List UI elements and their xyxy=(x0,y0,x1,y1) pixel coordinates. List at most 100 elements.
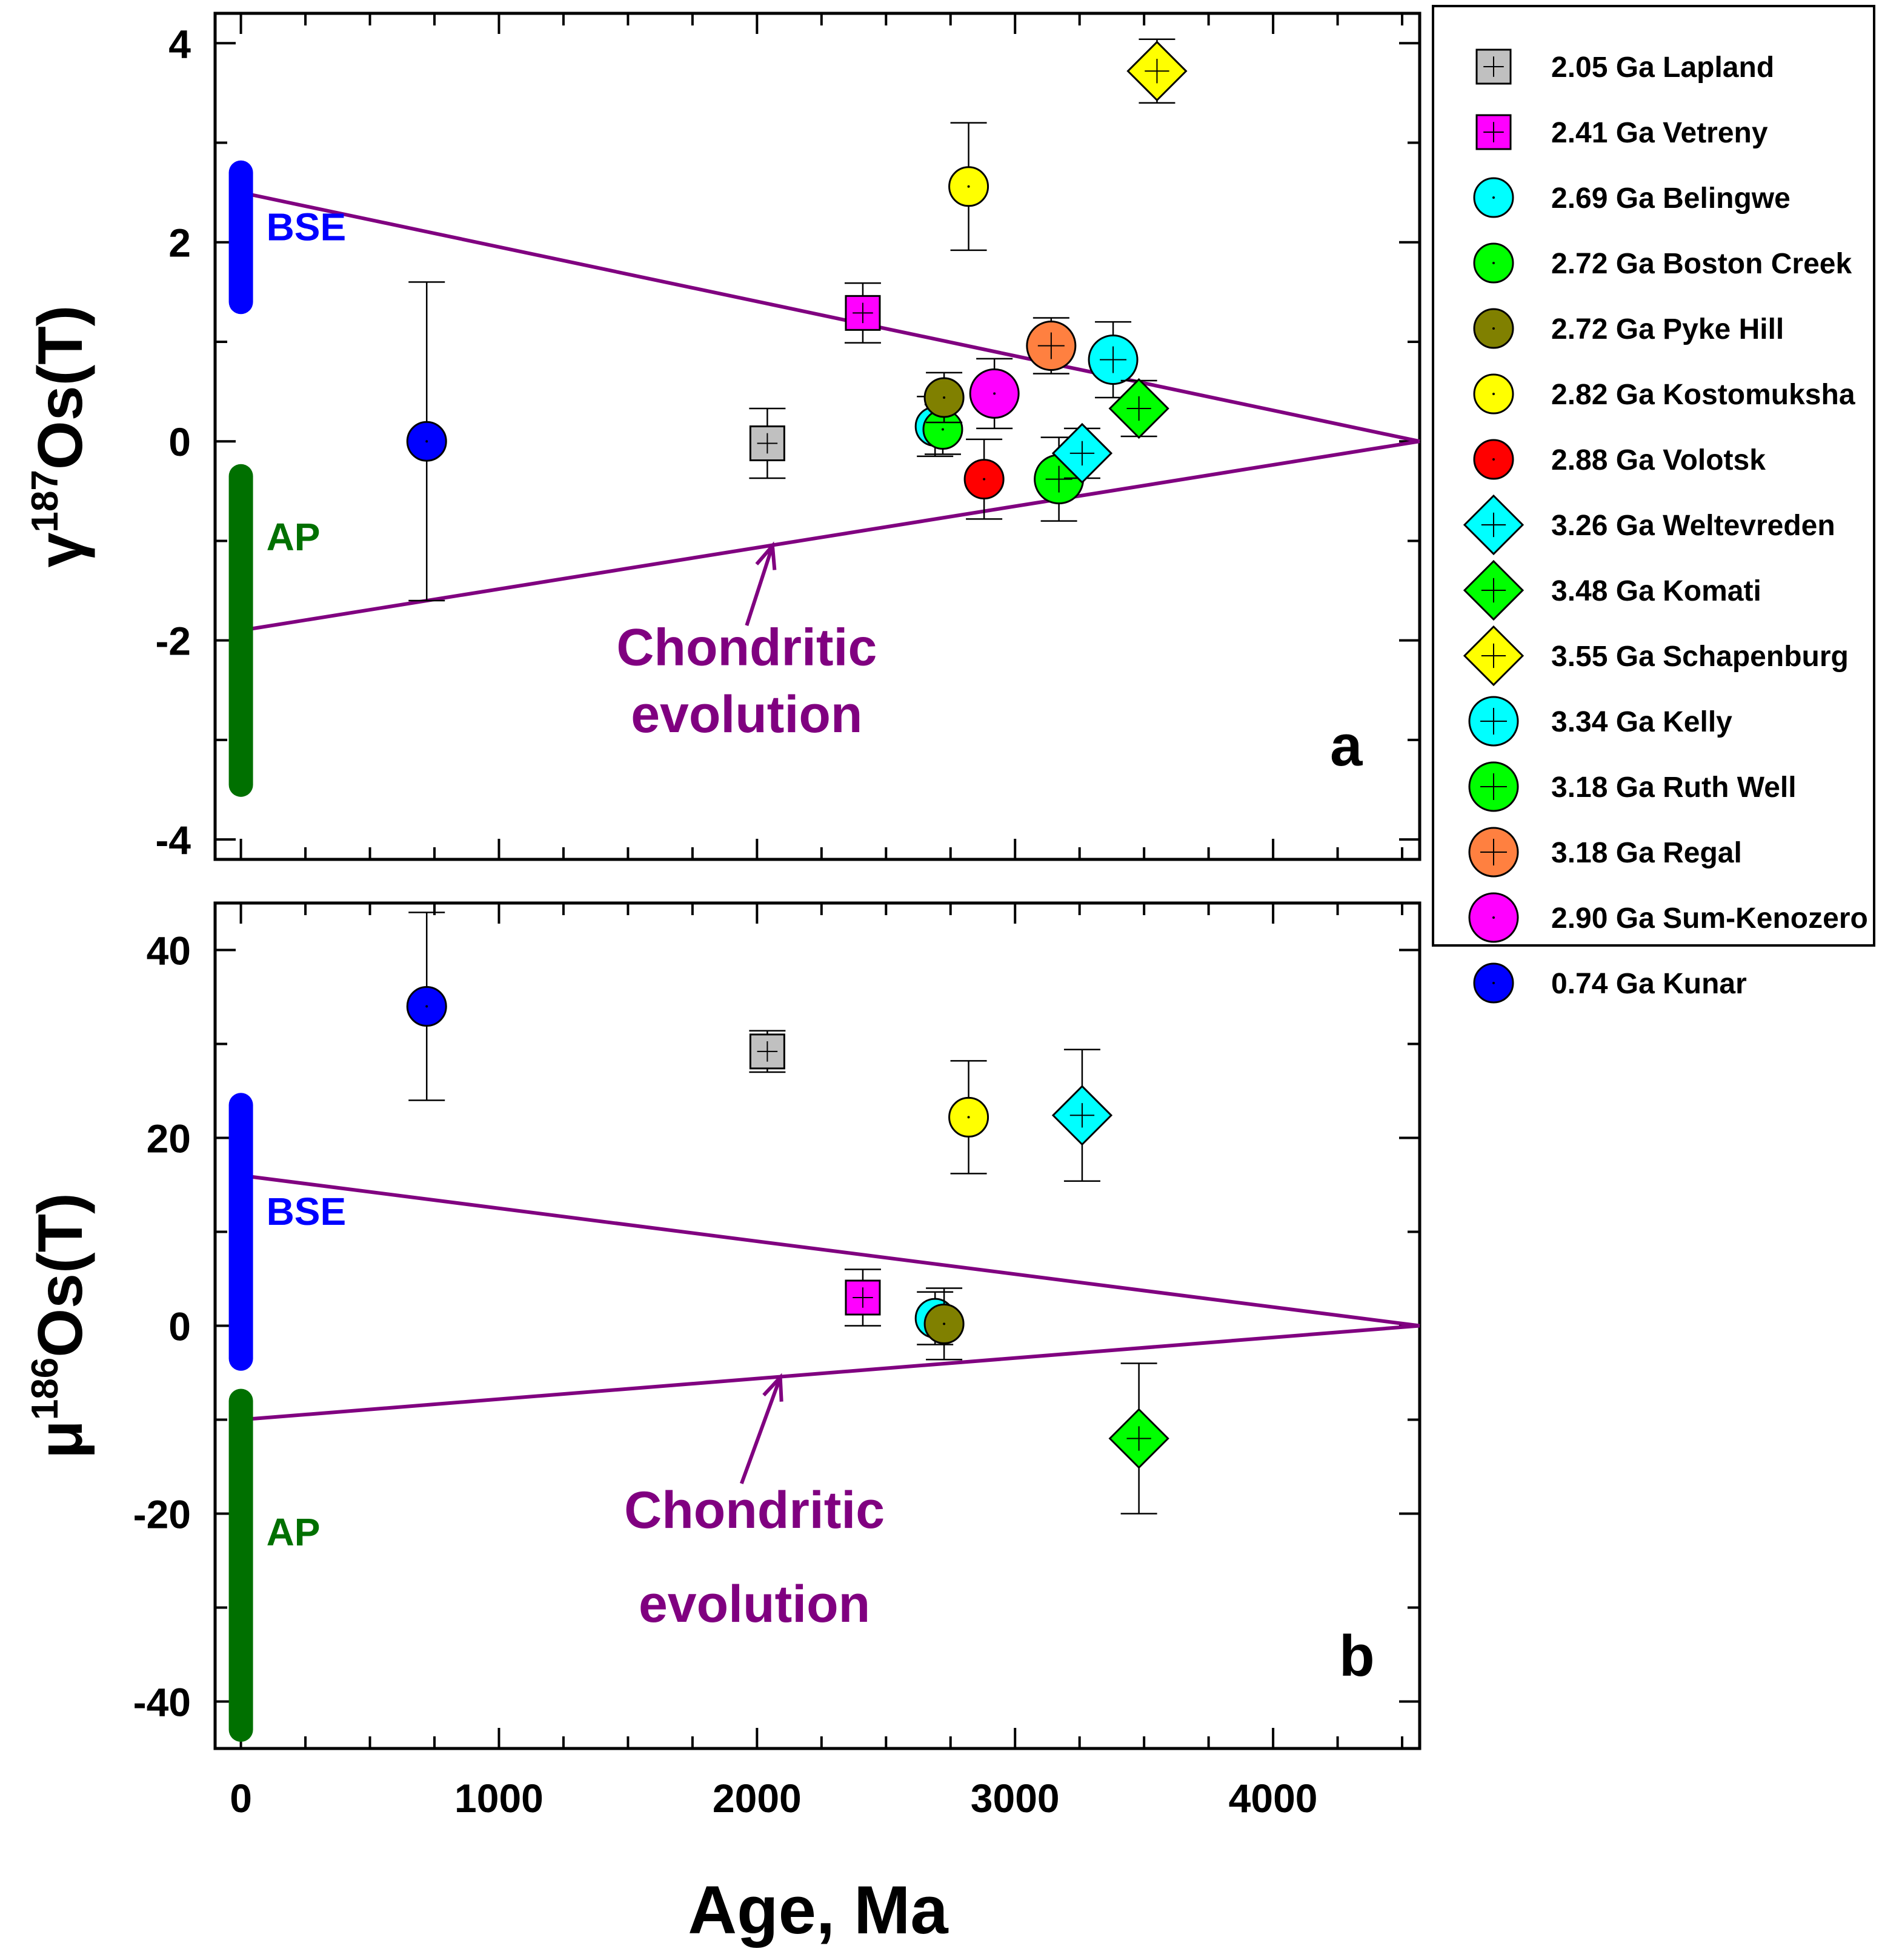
marker-square xyxy=(845,295,881,331)
legend-item-3-18-ga-ruth-well: 3.18 Ga Ruth Well xyxy=(1468,761,1797,812)
legend-item-2-88-ga-volotsk: 2.88 Ga Volotsk xyxy=(1473,439,1766,480)
x-tick-labels: 0 1000 2000 3000 4000 xyxy=(230,1776,1317,1821)
annotation-arrow-shaft xyxy=(739,1376,782,1484)
chondritic-evolution-upper xyxy=(241,1173,1420,1328)
legend-item-0-74-ga-kunar: 0.74 Ga Kunar xyxy=(1473,962,1747,1004)
x-tick-label: 1000 xyxy=(454,1776,544,1821)
legend-label: 0.74 Ga Kunar xyxy=(1551,968,1747,1000)
marker-center-dot xyxy=(941,428,944,431)
legend-item-2-05-ga-lapland: 2.05 Ga Lapland xyxy=(1475,48,1774,85)
y-tick-label: 2 xyxy=(168,221,191,265)
y-tick-label: -40 xyxy=(133,1680,191,1725)
legend-label: 3.34 Ga Kelly xyxy=(1551,706,1732,738)
legend-item-3-55-ga-schapenburg: 3.55 Ga Schapenburg xyxy=(1463,625,1849,687)
legend-label: 2.82 Ga Kostomuksha xyxy=(1551,379,1855,411)
legend-label: 2.72 Ga Boston Creek xyxy=(1551,248,1852,280)
legend-label: 3.18 Ga Ruth Well xyxy=(1551,772,1797,804)
annotation-line1: Chondritic xyxy=(624,1481,885,1539)
x-tick-label: 3000 xyxy=(971,1776,1060,1821)
data-point-2-05-ga-lapland xyxy=(749,1030,786,1073)
annotation-line2: evolution xyxy=(631,685,862,744)
legend-marker-center-dot xyxy=(1492,458,1495,461)
panel-a: 4 2 0 -2 -4 γ187Os(T) BSE AP Chondritic evolution… xyxy=(24,12,1421,862)
legend-item-3-48-ga-komati: 3.48 Ga Komati xyxy=(1463,559,1761,621)
data-point-2-72-ga-pyke-hill xyxy=(923,372,965,424)
data-point-3-48-ga-komati xyxy=(1108,378,1169,439)
legend-item-3-34-ga-kelly: 3.34 Ga Kelly xyxy=(1468,696,1732,747)
data-point-2-88-ga-volotsk xyxy=(963,438,1005,520)
y-tick-label: -4 xyxy=(155,818,191,862)
chondritic-evolution-lower xyxy=(241,1324,1420,1422)
data-point-3-55-ga-schapenburg xyxy=(1126,38,1188,104)
data-point-2-72-ga-pyke-hill xyxy=(923,1287,965,1361)
annotation-line1: Chondritic xyxy=(616,619,877,677)
range-label-bse: BSE xyxy=(267,1190,347,1233)
annotation-line2: evolution xyxy=(639,1575,870,1633)
legend-item-2-69-ga-belingwe: 2.69 Ga Belingwe xyxy=(1473,177,1791,218)
y-tick-label: -2 xyxy=(155,619,191,664)
data-point-2-41-ga-vetreny xyxy=(844,282,881,344)
legend-label: 3.18 Ga Regal xyxy=(1551,837,1742,869)
annotation-arrow-head xyxy=(755,541,777,570)
data-point-2-05-ga-lapland xyxy=(749,407,786,479)
legend-item-3-18-ga-regal: 3.18 Ga Regal xyxy=(1468,827,1742,878)
legend-marker-center-dot xyxy=(1492,916,1495,919)
legend: 2.05 Ga Lapland 2.41 Ga Vetreny 2.69 Ga Be… xyxy=(1432,5,1875,1004)
marker-center-dot xyxy=(993,392,996,395)
panel-letter: b xyxy=(1339,1624,1375,1688)
data-point-2-82-ga-kostomuksha xyxy=(948,1060,989,1175)
y-tick-label: 20 xyxy=(147,1116,191,1161)
data-point-2-90-ga-sum-kenozero xyxy=(969,358,1020,430)
annotation-arrow-head xyxy=(762,1373,783,1402)
y-axis-label: γ187Os(T) xyxy=(24,305,96,568)
legend-label: 3.55 Ga Schapenburg xyxy=(1551,641,1849,673)
data-point-0-74-ga-kunar xyxy=(406,912,447,1101)
range-label-bse: BSE xyxy=(267,205,347,248)
legend-marker-center-dot xyxy=(1492,393,1495,395)
marker-center-dot xyxy=(943,396,946,399)
legend-marker-center-dot xyxy=(1492,327,1495,330)
data-point-2-41-ga-vetreny xyxy=(844,1268,881,1327)
panel-b: 40 20 0 -20 -40 μ186Os(T) BSE AP Chondritic evolu… xyxy=(24,901,1421,1750)
marker-center-dot xyxy=(983,478,986,481)
legend-label: 2.69 Ga Belingwe xyxy=(1551,182,1791,215)
y-tick-label: 4 xyxy=(168,21,191,66)
marker-center-dot xyxy=(967,185,970,188)
chondritic-evolution-upper xyxy=(240,190,1420,444)
legend-label: 2.72 Ga Pyke Hill xyxy=(1551,313,1784,345)
legend-marker-center-dot xyxy=(1492,982,1495,984)
y-tick-label: -20 xyxy=(133,1492,191,1537)
y-tick-label: 40 xyxy=(147,928,191,973)
data-point-0-74-ga-kunar xyxy=(406,281,447,602)
marker-center-dot xyxy=(425,1005,428,1008)
marker-center-dot xyxy=(943,1322,946,1325)
legend-label: 2.05 Ga Lapland xyxy=(1551,52,1774,84)
legend-label: 3.48 Ga Komati xyxy=(1551,575,1761,607)
x-tick-label: 4000 xyxy=(1229,1776,1318,1821)
y-axis-label: μ186Os(T) xyxy=(24,1193,96,1459)
data-point-3-26-ga-weltevreden xyxy=(1051,422,1113,484)
data-point-3-26-ga-weltevreden xyxy=(1051,1048,1113,1182)
x-tick-label: 2000 xyxy=(713,1776,802,1821)
legend-marker-center-dot xyxy=(1492,196,1495,199)
range-label-ap: AP xyxy=(267,1510,321,1554)
legend-marker-center-dot xyxy=(1492,262,1495,264)
legend-item-2-90-ga-sum-kenozero: 2.90 Ga Sum-Kenozero xyxy=(1468,892,1868,943)
legend-item-2-72-ga-pyke-hill: 2.72 Ga Pyke Hill xyxy=(1473,308,1784,349)
legend-label: 3.26 Ga Weltevreden xyxy=(1551,510,1835,542)
range-label-ap: AP xyxy=(267,515,321,559)
legend-label: 2.88 Ga Volotsk xyxy=(1551,444,1766,476)
data-point-2-82-ga-kostomuksha xyxy=(948,122,989,252)
legend-item-2-82-ga-kostomuksha: 2.82 Ga Kostomuksha xyxy=(1473,373,1855,415)
x-tick-label: 0 xyxy=(230,1776,252,1821)
legend-item-2-72-ga-boston-creek: 2.72 Ga Boston Creek xyxy=(1473,242,1852,284)
data-point-3-34-ga-kelly xyxy=(1088,321,1139,399)
data-point-3-18-ga-regal xyxy=(1026,317,1077,375)
y-tick-label: 0 xyxy=(168,1304,191,1349)
marker-center-dot xyxy=(425,440,428,443)
plot-frame xyxy=(213,12,1421,861)
data-point-3-48-ga-komati xyxy=(1108,1362,1169,1515)
legend-label: 2.41 Ga Vetreny xyxy=(1551,117,1768,149)
panel-letter: a xyxy=(1330,713,1363,778)
